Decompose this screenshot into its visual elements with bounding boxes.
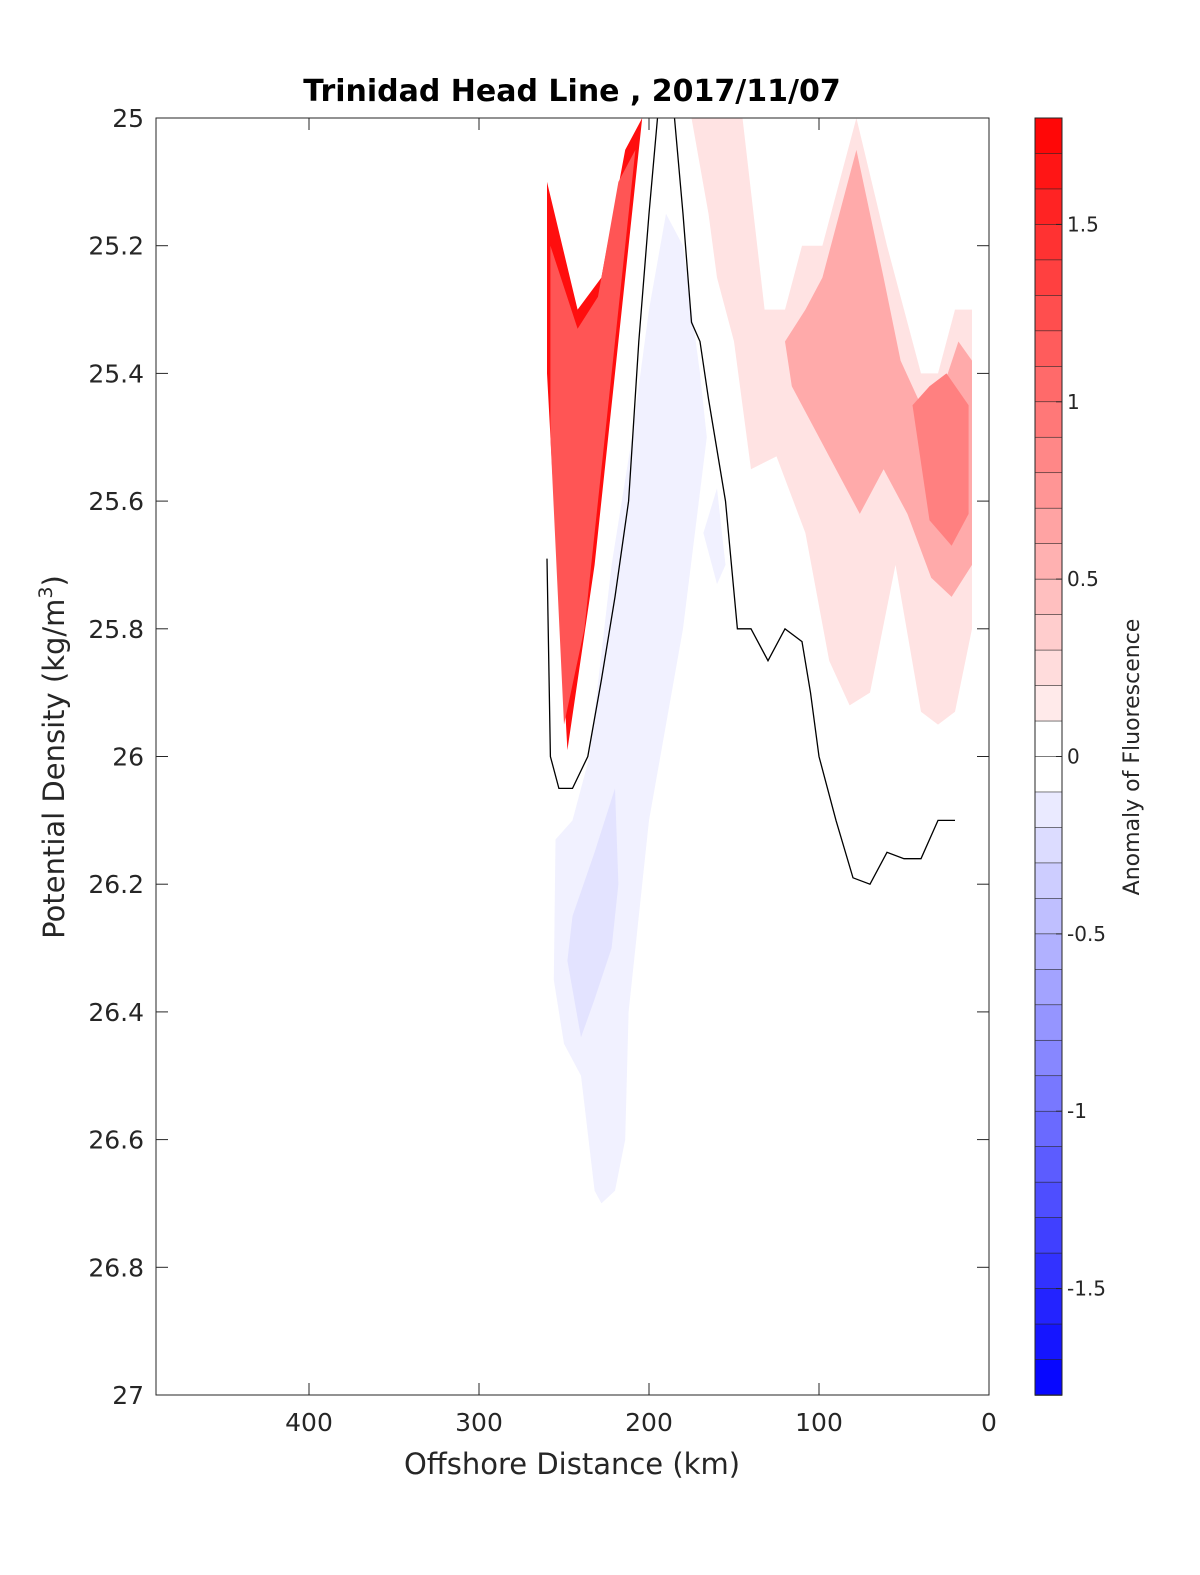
colorbar-cell — [1034, 401, 1063, 439]
colorbar-tick-label: 1.5 — [1067, 212, 1099, 236]
y-tick-label: 26.2 — [88, 870, 144, 899]
colorbar-cell — [1034, 330, 1063, 368]
colorbar-cell — [1034, 649, 1063, 687]
colorbar-tick-label: 0.5 — [1067, 567, 1099, 591]
colorbar-cell — [1034, 117, 1063, 155]
colorbar-label: Anomaly of Fluorescence — [1120, 619, 1145, 896]
y-tick-label: 25 — [112, 104, 144, 133]
contour-region-shelf-red-strong — [912, 373, 969, 546]
colorbar-cell — [1034, 578, 1063, 616]
contour-region-offshore-red-mid — [550, 149, 636, 725]
colorbar-cell — [1034, 898, 1063, 935]
colorbar-cell — [1034, 1110, 1063, 1148]
colorbar-cell — [1034, 933, 1063, 971]
colorbar-tick-label: -1.5 — [1067, 1277, 1106, 1301]
colorbar-cell — [1034, 1359, 1063, 1396]
colorbar-cell — [1034, 1146, 1063, 1183]
colorbar-cell — [1034, 862, 1063, 900]
x-tick-label: 200 — [625, 1408, 673, 1437]
contour-regions — [547, 118, 972, 1204]
colorbar-cell — [1034, 543, 1063, 580]
colorbar-cell — [1034, 188, 1063, 226]
y-tick-label: 27 — [112, 1381, 144, 1410]
y-tick-label: 26.8 — [88, 1253, 144, 1282]
colorbar-cell — [1034, 969, 1063, 1006]
colorbar-tick-label: -0.5 — [1067, 922, 1106, 946]
y-axis-label-close: ) — [37, 575, 71, 586]
colorbar-cell — [1034, 720, 1063, 758]
colorbar-cell — [1034, 1217, 1063, 1254]
colorbar-cell — [1034, 1252, 1063, 1290]
y-axis-label-superscript: 3 — [35, 586, 57, 598]
colorbar-cell — [1034, 295, 1063, 332]
colorbar-cell — [1034, 756, 1063, 793]
y-tick-label: 25.4 — [88, 359, 144, 388]
zero-contour-line-2 — [546, 117, 659, 790]
colorbar-cell — [1034, 1288, 1063, 1325]
colorbar-cell — [1034, 366, 1063, 403]
x-tick-label: 0 — [981, 1408, 997, 1437]
plot-area: 400 300 200 100 0 25 25.2 25.4 25.6 25.8 26 26.2 26… — [88, 104, 997, 1437]
zero-contour-line-1 — [673, 117, 955, 886]
colorbar-cell — [1034, 1004, 1063, 1042]
zero-contour-lines — [546, 117, 955, 886]
y-tick-label: 26.4 — [88, 998, 144, 1027]
colorbar-cell — [1034, 685, 1063, 722]
y-tick-label: 25.2 — [88, 232, 144, 261]
colorbar-cell — [1034, 259, 1063, 297]
y-tick-label: 25.8 — [88, 615, 144, 644]
colorbar-ticks: 1.5 1 0.5 0 -0.5 -1 -1.5 — [1056, 212, 1106, 1301]
contour-region-blue-patch-small — [703, 488, 726, 585]
y-tick-label: 26.6 — [88, 1126, 144, 1155]
y-tick-label: 25.6 — [88, 487, 144, 516]
x-tick-label: 100 — [795, 1408, 843, 1437]
y-axis-ticks: 25 25.2 25.4 25.6 25.8 26 26.2 26.4 26.6 26.8 27 — [88, 104, 989, 1410]
colorbar-cells — [1034, 117, 1063, 1396]
chart-title: Trinidad Head Line , 2017/11/07 — [303, 74, 840, 109]
colorbar-cell — [1034, 791, 1063, 829]
colorbar-cell — [1034, 507, 1063, 545]
y-axis-label: Potential Density (kg/m3) — [35, 575, 71, 939]
colorbar-cell — [1034, 827, 1063, 864]
colorbar-cell — [1034, 1075, 1063, 1113]
colorbar-cell — [1034, 153, 1063, 190]
colorbar-cell — [1034, 1039, 1063, 1077]
x-axis-ticks: 400 300 200 100 0 — [285, 118, 997, 1437]
colorbar-tick-label: -1 — [1067, 1099, 1087, 1123]
colorbar-tick-label: 1 — [1067, 390, 1080, 414]
colorbar-tick-label: 0 — [1067, 745, 1080, 769]
colorbar-cell — [1034, 614, 1063, 651]
colorbar-cell — [1034, 472, 1063, 509]
colorbar-cell — [1034, 224, 1063, 261]
colorbar-cell — [1034, 1323, 1063, 1361]
y-axis-label-main: Potential Density (kg/m — [37, 599, 71, 939]
x-tick-label: 400 — [285, 1408, 333, 1437]
x-axis-label: Offshore Distance (km) — [404, 1447, 740, 1481]
colorbar: 1.5 1 0.5 0 -0.5 -1 -1.5 — [1034, 117, 1106, 1396]
colorbar-cell — [1034, 436, 1063, 474]
y-tick-label: 26 — [112, 743, 144, 772]
colorbar-cell — [1034, 1181, 1063, 1219]
x-tick-label: 300 — [455, 1408, 503, 1437]
contour-region-blue-tongue-mid — [567, 788, 619, 1038]
